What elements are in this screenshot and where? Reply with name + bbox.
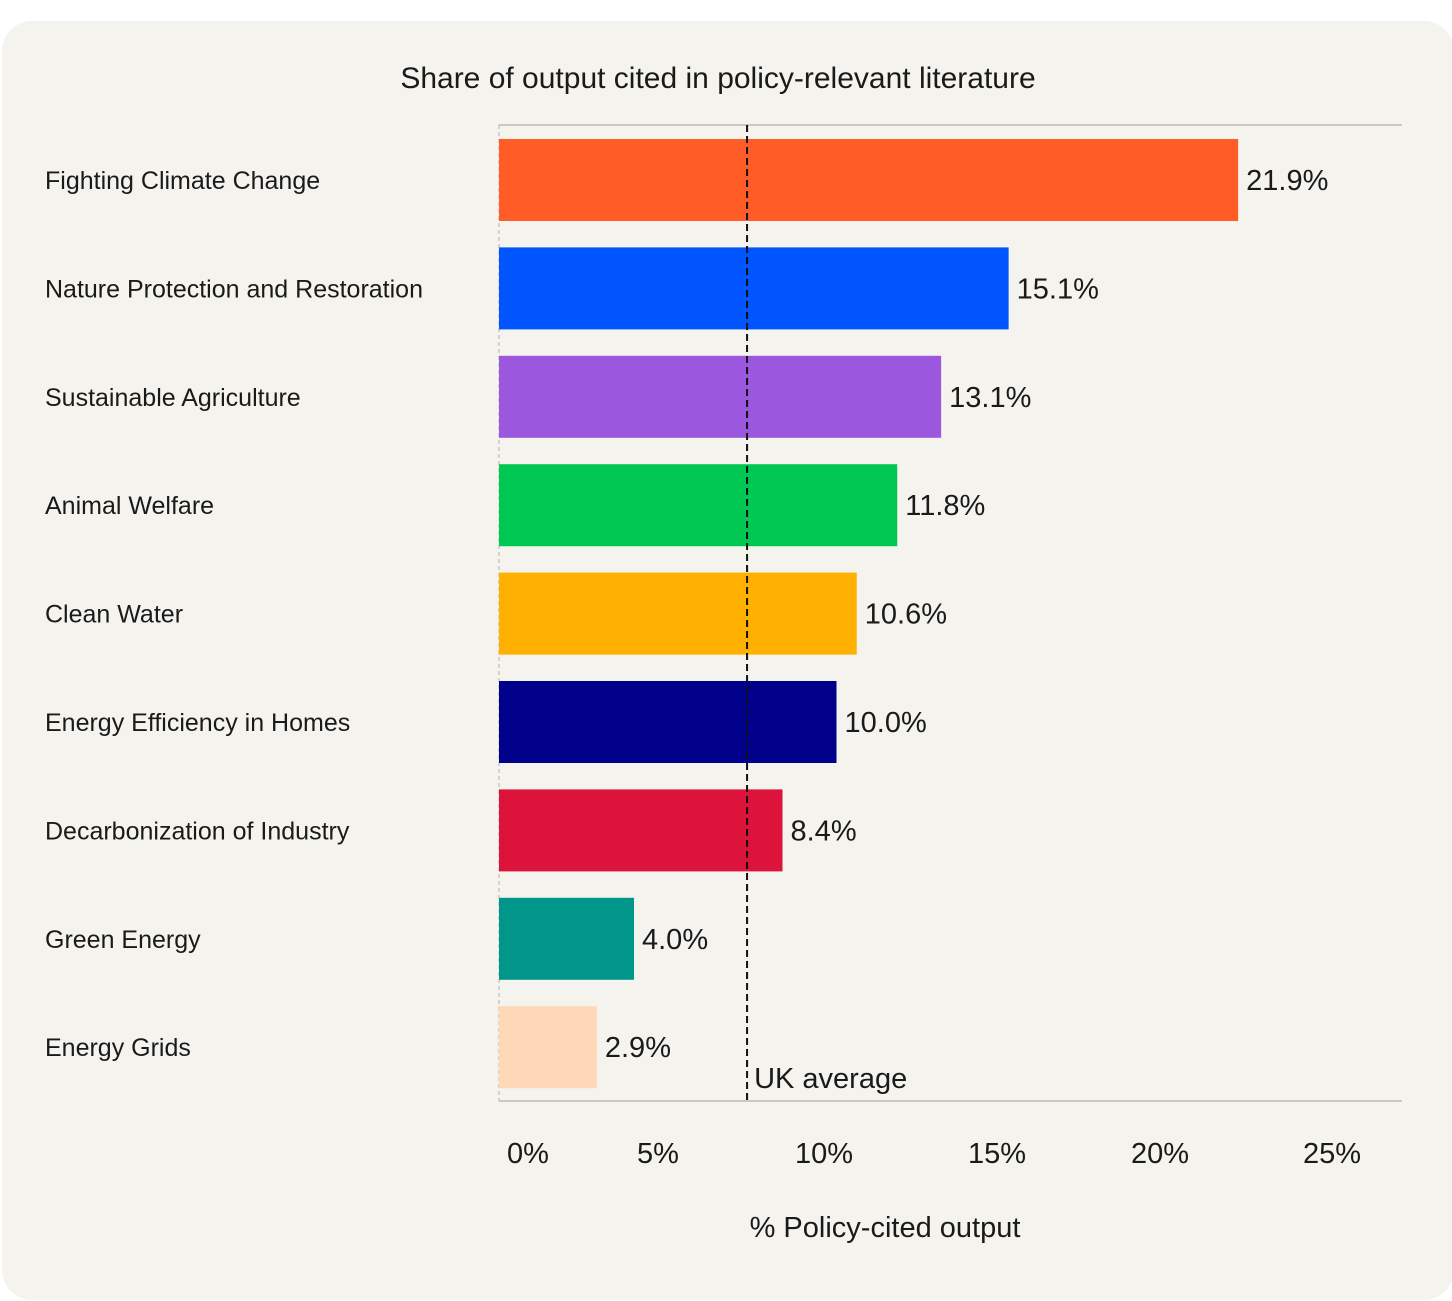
value-label: 2.9% [605,1032,671,1064]
value-label: 10.0% [845,707,927,739]
bars-group: Fighting Climate Change 21.9% Nature Prote… [45,139,1328,1089]
category-label: Sustainable Agriculture [45,384,301,412]
bar [499,139,1239,221]
value-label: 11.8% [905,490,985,522]
bar [499,572,857,655]
x-tick-label: 15% [968,1138,1026,1170]
category-label: Energy Efficiency in Homes [45,709,350,737]
category-label: Fighting Climate Change [45,167,320,195]
category-label: Decarbonization of Industry [45,817,350,845]
category-label: Animal Welfare [45,492,214,520]
bar [499,681,837,763]
x-tick-labels: 0% 5% 10% 15% 20% 25% [507,1138,1361,1170]
bar [499,247,1009,330]
x-tick-label: 5% [637,1138,679,1170]
x-tick-label: 25% [1303,1138,1361,1170]
bar [499,1006,597,1089]
bar [499,464,898,547]
x-tick-label: 0% [507,1138,549,1170]
category-label: Clean Water [45,601,183,629]
x-tick-label: 20% [1131,1138,1189,1170]
category-label: Energy Grids [45,1034,191,1062]
value-label: 4.0% [642,924,708,956]
value-label: 21.9% [1246,165,1328,197]
bar [499,789,783,872]
bar [499,355,942,438]
chart-card [2,21,1452,1300]
category-label: Green Energy [45,926,201,954]
category-label: Nature Protection and Restoration [45,275,423,303]
x-axis-label: % Policy-cited output [750,1212,1021,1244]
reference-line-group: UK average [746,125,907,1103]
value-label: 15.1% [1017,273,1099,305]
x-tick-label: 10% [795,1138,853,1170]
bar [499,897,634,980]
reference-line-label: UK average [754,1063,907,1095]
value-label: 13.1% [949,382,1031,414]
value-label: 8.4% [791,815,857,847]
value-label: 10.6% [865,599,947,631]
chart-title: Share of output cited in policy-relevant… [400,62,1035,95]
